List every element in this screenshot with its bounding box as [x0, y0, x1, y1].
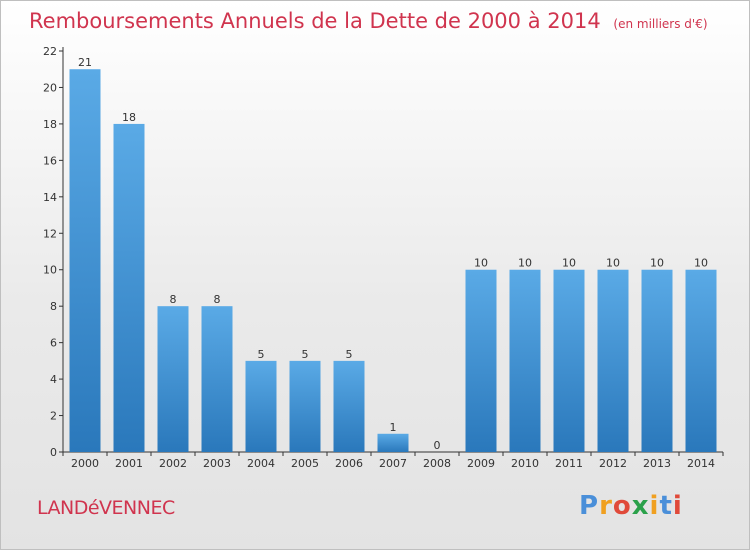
chart-title-text: Remboursements Annuels de la Dette de 20… — [29, 9, 601, 33]
x-tick-label: 2013 — [643, 457, 671, 470]
x-tick-label: 2007 — [379, 457, 407, 470]
bar-2010 — [509, 269, 541, 452]
bar-2013 — [641, 269, 673, 452]
data-label: 10 — [562, 257, 576, 270]
data-label: 5 — [302, 348, 309, 361]
bar-2001 — [113, 123, 145, 452]
data-label: 1 — [390, 421, 397, 434]
data-label: 8 — [170, 293, 177, 306]
bar-2004 — [245, 360, 277, 452]
data-label: 18 — [122, 111, 136, 124]
x-tick-label: 2002 — [159, 457, 187, 470]
y-tick-label: 16 — [43, 154, 57, 167]
x-tick-label: 2006 — [335, 457, 363, 470]
x-tick-label: 2005 — [291, 457, 319, 470]
logo-letter: i — [649, 491, 660, 521]
x-tick-label: 2001 — [115, 457, 143, 470]
x-tick-label: 2003 — [203, 457, 231, 470]
bar-2014 — [685, 269, 717, 452]
y-tick-label: 12 — [43, 227, 57, 240]
chart-subtitle: (en milliers d'€) — [613, 17, 708, 31]
bar-2002 — [157, 306, 189, 452]
logo-letter: t — [659, 491, 673, 521]
chart-bars — [69, 69, 717, 453]
y-tick-label: 14 — [43, 191, 57, 204]
bar-2009 — [465, 269, 497, 452]
data-label: 21 — [78, 56, 92, 69]
bar-2003 — [201, 306, 233, 452]
data-label: 10 — [474, 257, 488, 270]
x-tick-label: 2004 — [247, 457, 275, 470]
bar-2006 — [333, 360, 365, 452]
logo-letter: x — [631, 491, 650, 521]
y-tick-label: 2 — [50, 410, 57, 423]
y-tick-label: 22 — [43, 45, 57, 58]
data-label: 10 — [606, 257, 620, 270]
bar-2012 — [597, 269, 629, 452]
y-tick-label: 20 — [43, 81, 57, 94]
logo-letter: o — [612, 491, 632, 521]
y-tick-label: 8 — [50, 300, 57, 313]
bar-2005 — [289, 360, 321, 452]
data-label: 10 — [650, 257, 664, 270]
x-tick-label: 2012 — [599, 457, 627, 470]
proxiti-logo: Proxiti — [579, 491, 683, 521]
logo-letter: i — [672, 491, 683, 521]
data-label: 8 — [214, 293, 221, 306]
y-tick-label: 10 — [43, 264, 57, 277]
x-tick-label: 2008 — [423, 457, 451, 470]
x-tick-label: 2011 — [555, 457, 583, 470]
data-label: 10 — [694, 257, 708, 270]
x-tick-label: 2010 — [511, 457, 539, 470]
location-name: LANDéVENNEC — [37, 497, 175, 519]
logo-letter: P — [579, 491, 600, 521]
bar-2011 — [553, 269, 585, 452]
x-tick-label: 2014 — [687, 457, 715, 470]
y-tick-label: 6 — [50, 337, 57, 350]
data-label: 5 — [346, 348, 353, 361]
logo-letter: r — [599, 491, 613, 521]
data-label: 5 — [258, 348, 265, 361]
y-tick-label: 4 — [50, 373, 57, 386]
x-tick-label: 2009 — [467, 457, 495, 470]
chart-title: Remboursements Annuels de la Dette de 20… — [29, 9, 708, 33]
y-tick-label: 0 — [50, 446, 57, 459]
x-tick-label: 2000 — [71, 457, 99, 470]
data-label: 10 — [518, 257, 532, 270]
data-label: 0 — [434, 439, 441, 452]
bar-2000 — [69, 69, 101, 453]
bar-2007 — [377, 433, 409, 452]
y-tick-label: 18 — [43, 118, 57, 131]
